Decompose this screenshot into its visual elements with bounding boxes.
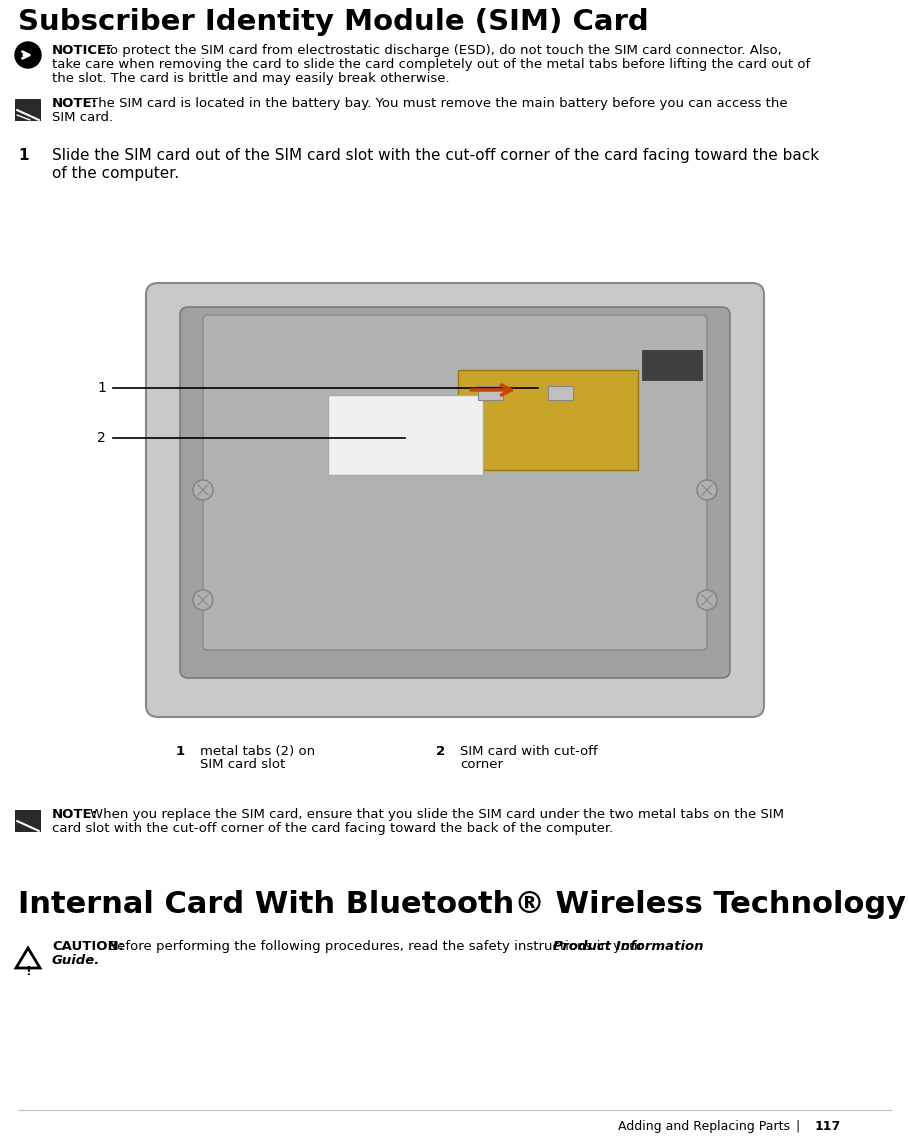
Text: 117: 117 xyxy=(815,1120,841,1133)
Text: the slot. The card is brittle and may easily break otherwise.: the slot. The card is brittle and may ea… xyxy=(52,72,450,85)
FancyBboxPatch shape xyxy=(203,315,707,650)
Text: corner: corner xyxy=(460,758,503,771)
Text: 2: 2 xyxy=(436,745,445,758)
FancyBboxPatch shape xyxy=(148,289,762,720)
Text: |: | xyxy=(795,1120,799,1133)
Text: NOTICE:: NOTICE: xyxy=(52,43,113,57)
Text: NOTE:: NOTE: xyxy=(52,808,98,821)
Circle shape xyxy=(697,480,717,500)
Text: Subscriber Identity Module (SIM) Card: Subscriber Identity Module (SIM) Card xyxy=(18,8,649,35)
FancyBboxPatch shape xyxy=(146,283,764,717)
FancyBboxPatch shape xyxy=(328,395,483,475)
Text: 1: 1 xyxy=(175,745,185,758)
FancyBboxPatch shape xyxy=(15,100,41,121)
Text: To protect the SIM card from electrostatic discharge (ESD), do not touch the SIM: To protect the SIM card from electrostat… xyxy=(104,43,782,57)
Text: metal tabs (2) on: metal tabs (2) on xyxy=(200,745,315,758)
FancyBboxPatch shape xyxy=(548,386,573,400)
Text: NOTE:: NOTE: xyxy=(52,97,98,110)
Text: Slide the SIM card out of the SIM card slot with the cut-off corner of the card : Slide the SIM card out of the SIM card s… xyxy=(52,148,819,162)
FancyBboxPatch shape xyxy=(478,386,503,400)
Text: !: ! xyxy=(25,966,31,978)
Text: When you replace the SIM card, ensure that you slide the SIM card under the two : When you replace the SIM card, ensure th… xyxy=(90,808,784,821)
Circle shape xyxy=(193,480,213,500)
Text: card slot with the cut-off corner of the card facing toward the back of the comp: card slot with the cut-off corner of the… xyxy=(52,823,614,835)
Text: Internal Card With Bluetooth® Wireless Technology: Internal Card With Bluetooth® Wireless T… xyxy=(18,890,906,919)
Text: Before performing the following procedures, read the safety instructions in your: Before performing the following procedur… xyxy=(108,940,647,953)
Circle shape xyxy=(15,42,41,67)
Text: of the computer.: of the computer. xyxy=(52,166,179,181)
Text: CAUTION:: CAUTION: xyxy=(52,940,124,953)
Text: The SIM card is located in the battery bay. You must remove the main battery bef: The SIM card is located in the battery b… xyxy=(90,97,787,110)
Circle shape xyxy=(193,590,213,610)
FancyBboxPatch shape xyxy=(642,350,702,380)
FancyBboxPatch shape xyxy=(180,307,730,678)
Polygon shape xyxy=(16,948,40,968)
Text: SIM card with cut-off: SIM card with cut-off xyxy=(460,745,597,758)
Text: Guide.: Guide. xyxy=(52,954,100,967)
Circle shape xyxy=(697,590,717,610)
Text: SIM card slot: SIM card slot xyxy=(200,758,285,771)
Text: 1: 1 xyxy=(18,148,28,162)
Text: SIM card.: SIM card. xyxy=(52,111,113,124)
Text: 1: 1 xyxy=(97,381,106,395)
Text: 2: 2 xyxy=(97,431,106,445)
Text: Adding and Replacing Parts: Adding and Replacing Parts xyxy=(618,1120,790,1133)
FancyBboxPatch shape xyxy=(15,810,41,832)
Text: take care when removing the card to slide the card completely out of the metal t: take care when removing the card to slid… xyxy=(52,58,810,71)
Text: Product Information: Product Information xyxy=(553,940,704,953)
FancyBboxPatch shape xyxy=(458,370,638,470)
